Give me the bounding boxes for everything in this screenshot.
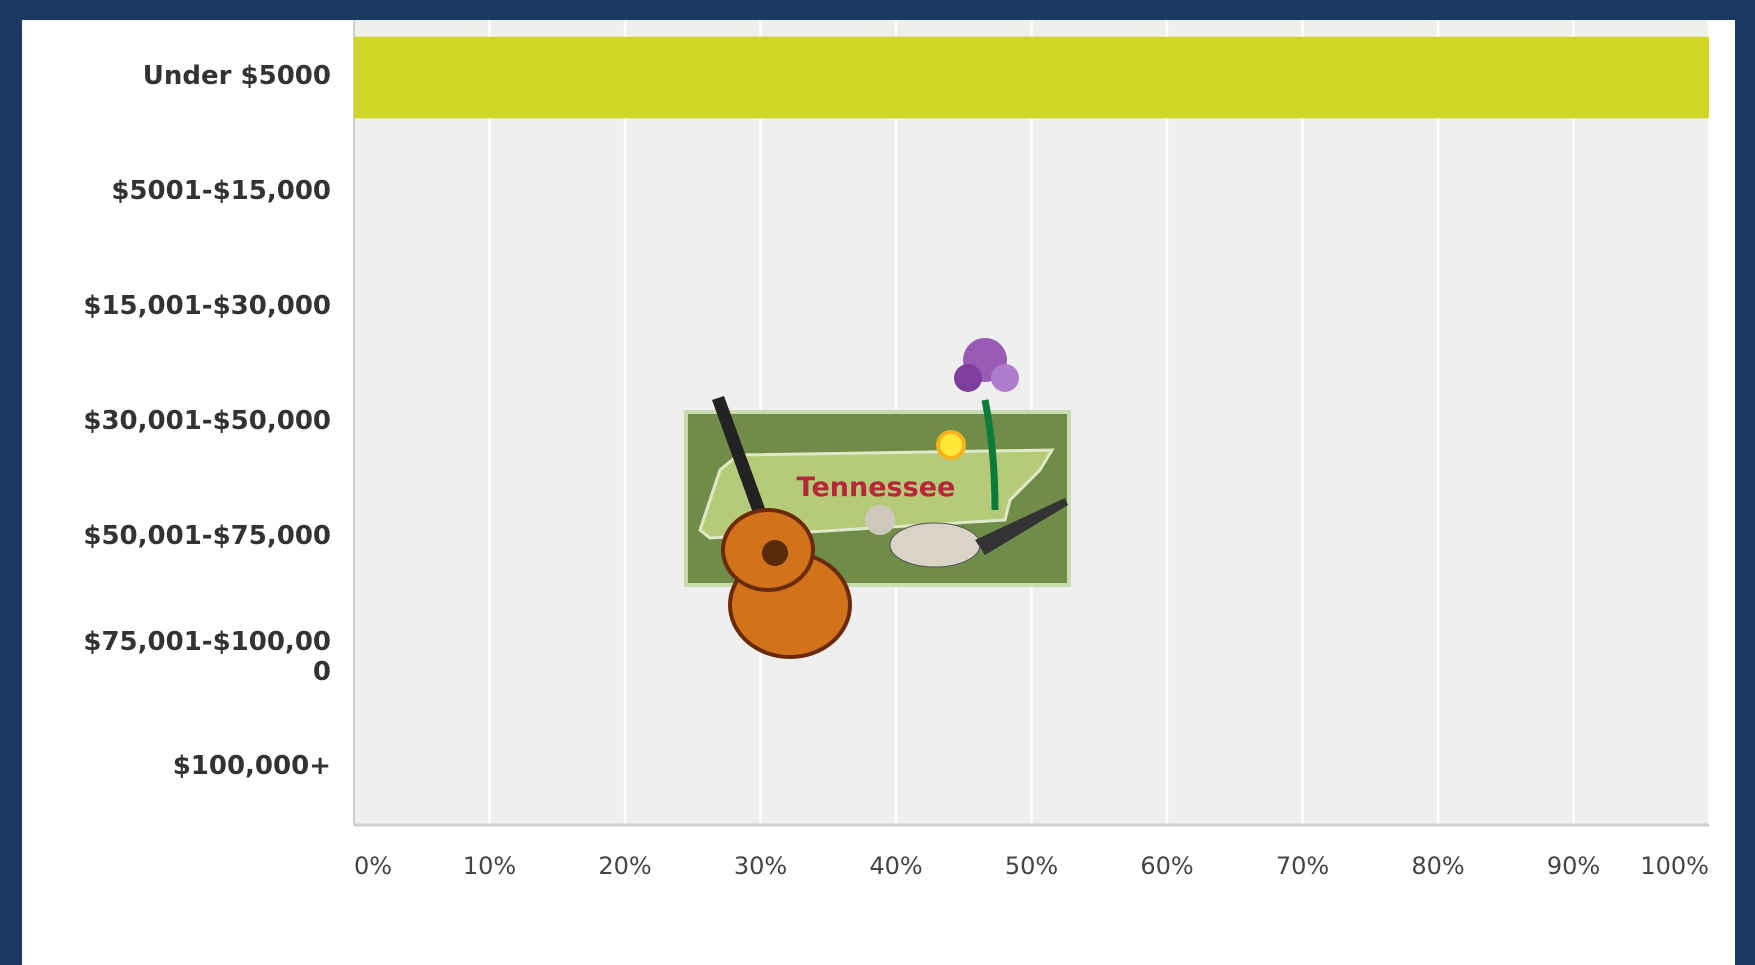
y-tick-label: $50,001-$75,000 <box>83 520 331 551</box>
bird-tail <box>975 498 1068 555</box>
y-tick-label: $15,001-$30,000 <box>83 290 331 321</box>
x-tick-label: 70% <box>1276 852 1329 880</box>
illustration-label: Tennessee <box>797 472 956 503</box>
guitar-hole <box>762 540 788 566</box>
x-tick-label: 30% <box>734 852 787 880</box>
x-tick-label: 40% <box>869 852 922 880</box>
bar <box>354 36 1709 119</box>
x-tick-label: 60% <box>1140 852 1193 880</box>
bird-head <box>865 505 895 535</box>
x-tick-label: 50% <box>1005 852 1058 880</box>
y-tick-label: $75,001-$100,000 <box>83 626 331 687</box>
bird-body <box>889 522 981 568</box>
y-tick-label: $30,001-$50,000 <box>83 405 331 436</box>
y-tick-label: $100,000+ <box>172 750 331 781</box>
sun <box>936 430 966 460</box>
y-tick-label: $5001-$15,000 <box>111 175 331 206</box>
x-tick-label: 100% <box>1640 852 1709 880</box>
x-tick-label: 0% <box>354 852 392 880</box>
flower-stem <box>981 399 999 511</box>
x-tick-label: 90% <box>1547 852 1600 880</box>
y-tick-label: Under $5000 <box>142 60 331 91</box>
x-tick-label: 20% <box>598 852 651 880</box>
tennessee-illustration: Tennessee <box>684 338 1071 659</box>
flower-petal <box>991 364 1019 392</box>
flower-petal <box>954 364 982 392</box>
x-tick-label: 10% <box>463 852 516 880</box>
x-tick-label: 80% <box>1411 852 1464 880</box>
